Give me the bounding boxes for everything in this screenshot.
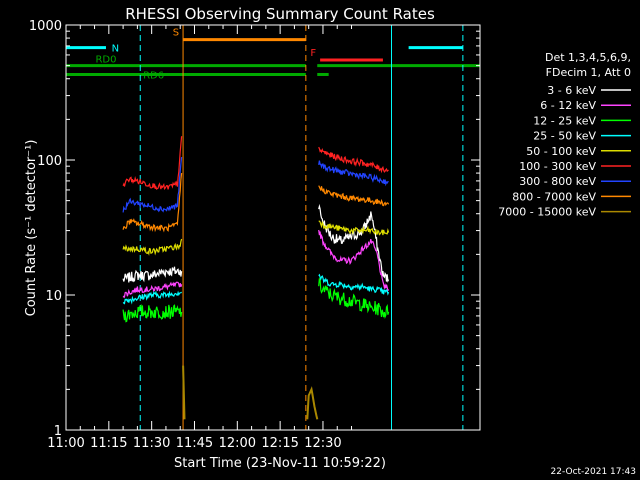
- series-line: [318, 146, 389, 174]
- legend-label: 3 - 6 keV: [547, 84, 596, 97]
- legend-label: 7000 - 15000 keV: [498, 206, 596, 219]
- y-tick-label: 100: [37, 154, 62, 169]
- flag-label-n: N: [112, 44, 119, 55]
- x-tick-label: 11:15: [90, 436, 127, 451]
- x-tick-label: 12:00: [219, 436, 256, 451]
- series-line: [182, 365, 186, 420]
- flag-label-rd6: RD6: [143, 70, 164, 81]
- legend-header: Det 1,3,4,5,6,9,: [545, 51, 631, 64]
- plot-frame: [65, 24, 481, 431]
- x-tick-label: 11:45: [176, 436, 213, 451]
- legend-label: 50 - 100 keV: [526, 145, 596, 158]
- chart-title: RHESSI Observing Summary Count Rates: [125, 5, 435, 23]
- series-line: [306, 386, 319, 420]
- series-line: [122, 290, 183, 305]
- axes: 11:00 11:15 11:30 11:45 12:00 12:15 12:30 1 10 10…: [29, 19, 480, 451]
- footer-timestamp: 22-Oct-2021 17:43: [551, 467, 636, 477]
- legend-label: 800 - 7000 keV: [512, 190, 596, 203]
- y-tick-label: 10: [45, 289, 62, 304]
- x-tick-label: 12:30: [304, 436, 341, 451]
- series-line: [318, 160, 389, 187]
- series-line: [318, 273, 390, 296]
- flag-label-rd0: RD0: [95, 55, 116, 66]
- series-line: [318, 203, 390, 283]
- series-line: [122, 136, 183, 190]
- legend-header: FDecim 1, Att 0: [546, 66, 631, 79]
- y-tick-label: 1: [54, 424, 62, 439]
- x-tick-label: 11:00: [47, 436, 84, 451]
- legend: Det 1,3,4,5,6,9, FDecim 1, Att 0 3 - 6 keV…: [498, 51, 631, 219]
- legend-label: 12 - 25 keV: [533, 114, 596, 127]
- series-line: [318, 229, 390, 293]
- series-line: [318, 278, 390, 319]
- series-line: [122, 303, 183, 323]
- legend-label: 300 - 800 keV: [519, 175, 596, 188]
- x-axis-label: Start Time (23-Nov-11 10:59:22): [174, 456, 386, 471]
- count-rate-series: [122, 136, 390, 420]
- y-axis-label: Count Rate (s⁻¹ detector⁻¹): [24, 140, 39, 317]
- series-line: [122, 281, 183, 299]
- series-line: [318, 220, 390, 236]
- x-tick-label: 12:15: [261, 436, 298, 451]
- observing-flags: N S F RD0 RD6: [66, 28, 480, 81]
- legend-label: 25 - 50 keV: [533, 130, 596, 143]
- legend-label: 100 - 300 keV: [519, 160, 596, 173]
- series-line: [122, 238, 183, 256]
- series-line: [122, 173, 183, 233]
- legend-label: 6 - 12 keV: [540, 99, 596, 112]
- x-tick-label: 11:30: [133, 436, 170, 451]
- series-line: [122, 266, 183, 283]
- y-tick-label: 1000: [29, 19, 62, 34]
- flag-label-f: F: [310, 48, 316, 59]
- series-line: [318, 185, 390, 207]
- series-line: [122, 157, 183, 213]
- flag-label-s: S: [173, 28, 179, 39]
